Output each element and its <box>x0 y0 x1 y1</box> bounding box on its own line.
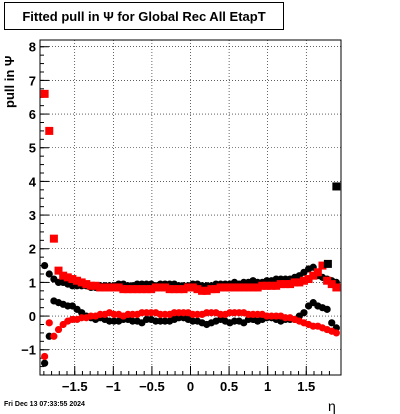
data-point-series-3 <box>151 283 160 292</box>
data-point-series-2 <box>50 332 58 340</box>
y-tick-label: 7 <box>29 73 36 88</box>
data-point-series-3 <box>147 285 156 294</box>
data-point-series-3 <box>54 266 63 275</box>
x-tick-label: −0.5 <box>139 379 165 394</box>
data-point-series-3 <box>82 280 91 289</box>
data-point-series-3 <box>45 126 54 135</box>
data-point-series-3 <box>40 89 49 98</box>
data-point-series-3 <box>165 285 174 294</box>
data-point-series-2 <box>332 329 340 337</box>
data-point-series-0 <box>323 305 331 313</box>
y-tick-label: 6 <box>29 107 36 122</box>
data-point-series-3 <box>68 275 77 284</box>
data-point-series-4 <box>332 182 341 191</box>
data-point-series-3 <box>184 283 193 292</box>
data-point-series-3 <box>161 283 170 292</box>
y-tick-label: 5 <box>29 141 36 156</box>
data-point-series-3 <box>119 285 128 294</box>
data-point-series-3 <box>49 234 58 243</box>
data-point-series-3 <box>327 280 336 289</box>
data-point-series-3 <box>137 285 146 294</box>
y-tick-label: 0 <box>29 309 36 324</box>
data-point-series-3 <box>73 276 82 285</box>
chart-title: Fitted pull in Ψ for Global Rec All Etap… <box>4 2 284 30</box>
data-point-series-3 <box>86 281 95 290</box>
data-point-series-1 <box>45 270 53 278</box>
x-tick-label: 0 <box>187 379 194 394</box>
data-point-series-3 <box>323 276 332 285</box>
data-point-series-0 <box>41 359 49 367</box>
data-point-series-3 <box>313 268 322 277</box>
timestamp: Fri Dec 13 07:33:55 2024 <box>4 401 85 408</box>
data-point-series-3 <box>244 283 253 292</box>
data-point-series-3 <box>332 283 341 292</box>
data-point-series-3 <box>202 286 211 295</box>
data-point-series-0 <box>300 309 308 317</box>
data-point-series-3 <box>258 281 267 290</box>
data-point-series-3 <box>281 280 290 289</box>
x-tick-label: 0.5 <box>220 379 238 394</box>
data-point-series-3 <box>295 278 304 287</box>
data-point-series-3 <box>170 285 179 294</box>
data-point-series-3 <box>253 283 262 292</box>
data-point-series-3 <box>156 283 165 292</box>
data-point-series-3 <box>225 283 234 292</box>
data-point-series-3 <box>188 283 197 292</box>
data-point-series-3 <box>221 283 230 292</box>
data-point-series-3 <box>91 281 100 290</box>
y-tick-label: 3 <box>29 208 36 223</box>
data-point-series-3 <box>235 283 244 292</box>
y-tick-label: 1 <box>29 275 36 290</box>
plot-frame <box>39 39 342 376</box>
data-point-series-3 <box>239 283 248 292</box>
y-tick-label: 2 <box>29 242 36 257</box>
data-point-series-3 <box>133 285 142 294</box>
data-point-series-3 <box>318 261 327 270</box>
data-point-series-3 <box>110 283 119 292</box>
data-point-series-4 <box>323 259 332 268</box>
data-point-series-3 <box>174 285 183 294</box>
data-point-series-3 <box>286 280 295 289</box>
x-tick-label: −1.5 <box>62 379 88 394</box>
data-point-series-3 <box>77 278 86 287</box>
data-point-series-3 <box>63 273 72 282</box>
data-point-series-3 <box>123 285 132 294</box>
data-point-series-2 <box>45 319 53 327</box>
y-tick-label: 8 <box>29 40 36 55</box>
x-tick-label: 1 <box>264 379 271 394</box>
data-point-series-3 <box>299 276 308 285</box>
data-point-series-3 <box>179 285 188 294</box>
data-point-series-3 <box>304 275 313 284</box>
data-point-series-0 <box>328 319 336 327</box>
data-point-series-3 <box>249 283 258 292</box>
data-point-series-3 <box>198 286 207 295</box>
data-point-series-2 <box>54 325 63 334</box>
data-point-series-3 <box>272 281 281 290</box>
data-point-series-3 <box>216 283 225 292</box>
data-point-series-3 <box>193 285 202 294</box>
x-axis-label: η <box>328 398 336 414</box>
x-tick-label: 1.5 <box>297 379 315 394</box>
data-point-series-3 <box>267 281 276 290</box>
y-tick-label: 4 <box>29 174 37 189</box>
data-point-series-3 <box>211 285 220 294</box>
y-tick-label: −1 <box>21 343 36 358</box>
data-point-series-3 <box>142 285 151 294</box>
data-point-series-3 <box>207 285 216 294</box>
x-tick-label: −1 <box>106 379 121 394</box>
data-point-series-2 <box>41 352 49 361</box>
data-point-series-1 <box>41 261 49 270</box>
data-point-series-3 <box>230 283 239 292</box>
data-point-series-3 <box>290 278 299 287</box>
data-point-series-3 <box>59 271 68 280</box>
data-point-series-3 <box>114 283 123 292</box>
data-point-series-3 <box>276 280 285 289</box>
data-point-series-3 <box>105 283 114 292</box>
data-point-series-3 <box>100 283 109 292</box>
data-point-series-3 <box>309 271 318 280</box>
data-point-series-3 <box>96 283 105 292</box>
data-point-series-3 <box>128 285 137 294</box>
data-point-series-3 <box>262 281 271 290</box>
